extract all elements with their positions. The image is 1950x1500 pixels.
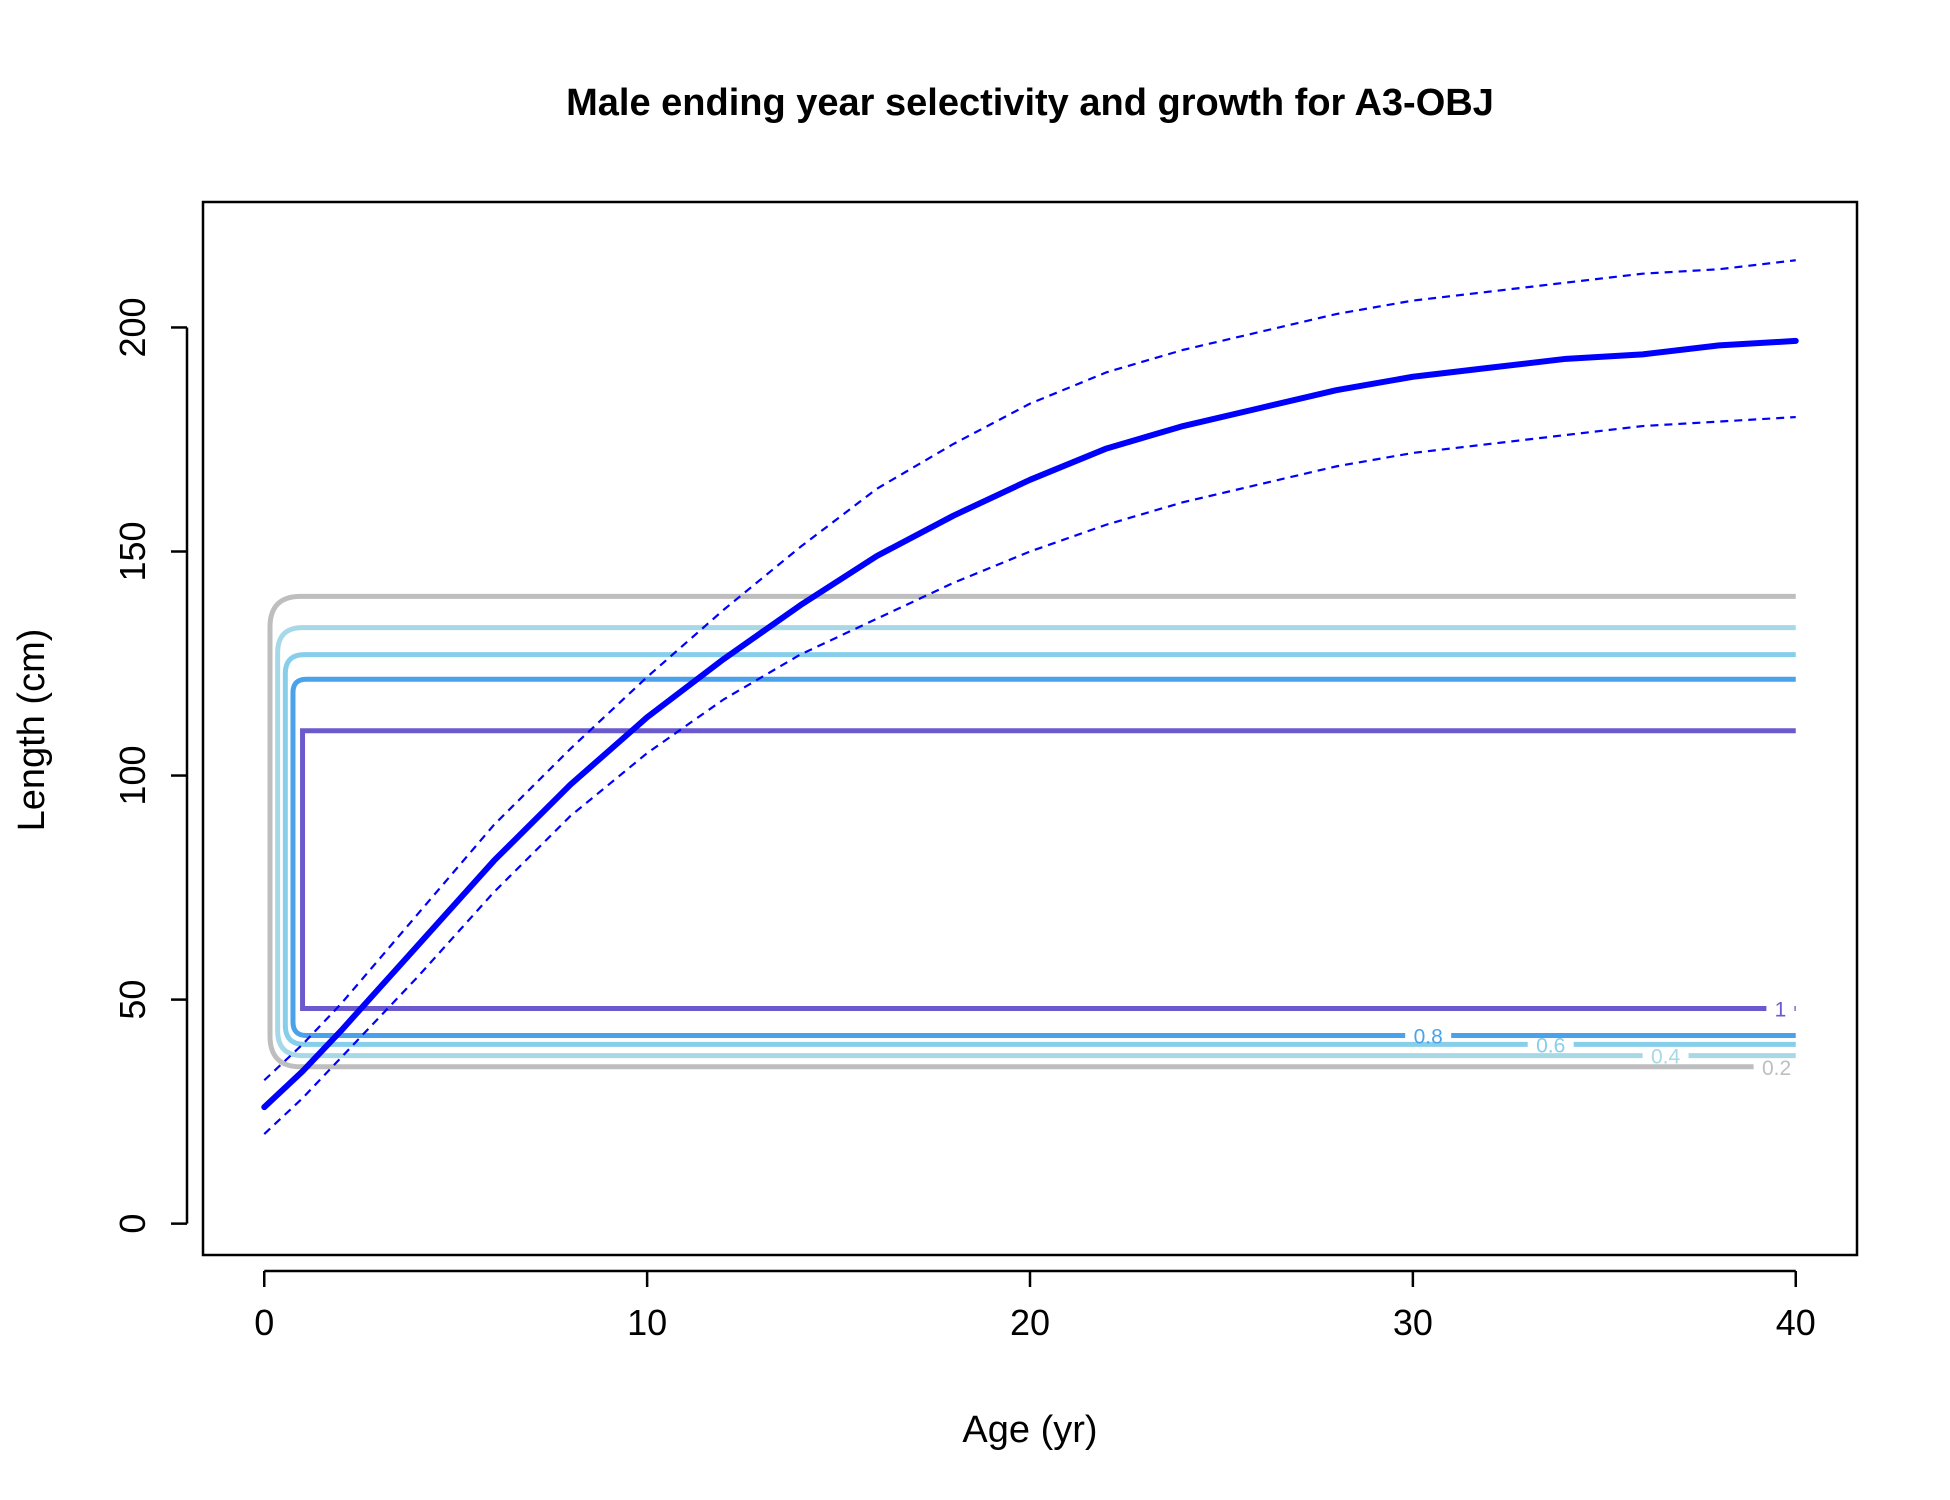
growth-lower-ci-line (263, 415, 1796, 1135)
x-tick-label: 40 (1776, 1302, 1816, 1343)
contour-label-0.6: 0.6 (1536, 1034, 1565, 1057)
x-tick-label: 0 (254, 1302, 274, 1343)
growth-upper-ci-line (263, 259, 1796, 1082)
x-axis-label: Age (yr) (962, 1409, 1097, 1451)
y-tick-label: 200 (112, 297, 153, 357)
plot-frame (201, 200, 1859, 1257)
contour-label-0.2: 0.2 (1762, 1057, 1791, 1080)
contour-label-gap (1405, 1029, 1452, 1042)
contour-label-gap (1753, 1060, 1800, 1073)
contour-label-0.4: 0.4 (1651, 1046, 1681, 1069)
y-tick-label: 100 (112, 746, 153, 806)
y-tick-label: 150 (112, 521, 153, 581)
contour-label-0.8: 0.8 (1414, 1025, 1443, 1048)
chart-title: Male ending year selectivity and growth … (566, 82, 1494, 124)
y-tick-label: 50 (112, 980, 153, 1020)
x-tick-label: 20 (1010, 1302, 1050, 1343)
growth-curves (261, 259, 1799, 1135)
contour-label-gap (1527, 1038, 1574, 1051)
x-tick-label: 30 (1393, 1302, 1433, 1343)
growth-mean-line (261, 337, 1799, 1111)
contour-line-0.4 (275, 625, 1796, 1059)
contour-line-0.6 (282, 652, 1796, 1047)
contour-label-gap (1766, 1002, 1795, 1015)
y-axis-label: Length (cm) (11, 629, 53, 832)
contour-label-1: 1 (1775, 999, 1787, 1022)
contour-label-gap (1642, 1049, 1689, 1062)
y-tick-label: 0 (112, 1214, 153, 1234)
axes: 0 10 20 30 40 0 50 100 150 200 (112, 297, 1816, 1343)
selectivity-contours: 0.2 0.4 0.6 0.8 1 (267, 593, 1800, 1080)
contour-line-0.2 (267, 593, 1796, 1070)
contour-line-0.8 (290, 676, 1796, 1038)
x-tick-label: 10 (627, 1302, 667, 1343)
contour-line-1 (300, 728, 1796, 1012)
